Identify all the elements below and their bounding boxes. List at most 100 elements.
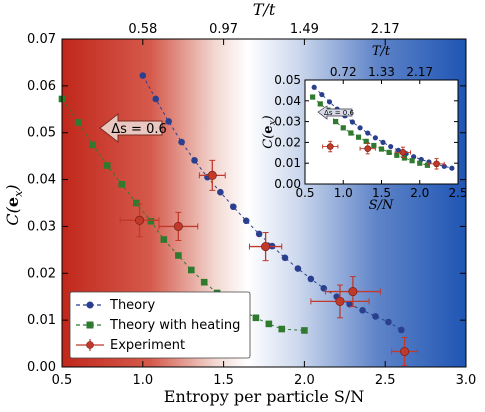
legend-marker-experiment [86,341,94,349]
main-experiment-point [348,287,358,297]
main-experiment-point [400,346,410,357]
main-theory-point [294,265,302,272]
main-theory-line [142,75,402,331]
inset-x-tick-label: 1.5 [372,186,391,200]
inset-theory-point [311,84,317,90]
legend-marker-theory [86,301,94,309]
inset-chart: 0.5 1.0 1.5 2.0 2.5 0.00 0.01 0.02 0.03 0.04 0.05 0… [261,44,468,213]
inset-theory-point [411,154,417,160]
inset-y-tick-label: 0.02 [274,135,301,149]
inset-theory-with-heating-point [378,146,385,152]
inset-x-tick-label: 2.0 [410,186,429,200]
delta-s-annotation: Δs = 0.6 [99,112,167,144]
main-theory-with-heating-point [301,327,308,334]
main-series-experiment [119,159,419,367]
main-theory-with-heating-point [118,180,126,188]
main-theory-with-heating-point [89,141,97,149]
inset-x-tick-label: 1.0 [334,186,353,200]
main-theory-point [372,313,379,320]
main-axes: 0.5 1.0 1.5 2.0 2.5 3.00.000.010.020.030.040.… [27,22,476,388]
main-theory-with-heating-point [160,236,168,243]
main-theory-with-heating-line [61,98,305,331]
main-theory-point [139,72,147,79]
inset-delta-s-arrow-icon [317,105,353,120]
main-theory-with-heating-point [187,266,195,274]
main-theory-with-heating-point [265,320,273,328]
main-theory-point [385,318,392,326]
main-y-tick-label: 0.02 [27,266,56,281]
main-theory-point [359,307,366,314]
main-theory-point [217,188,224,196]
main-experiment-point [207,170,217,180]
inset-theory-point [349,119,356,125]
main-theory-point [346,300,353,308]
inset-experiment-point [326,143,334,150]
inset-y-tick-label: 0.03 [274,115,301,129]
main-y-tick-label: 0.03 [27,219,56,234]
legend-label-theory: Theory [109,298,155,313]
main-experiment-point [335,296,345,306]
main-xlabel: Entropy per particle S/N [164,387,364,406]
inset-xlabel: S/N [369,198,394,213]
main-theory-point [307,275,315,283]
inset-series-layer [310,84,455,171]
inset-delta-s-label: Δs = 0.6 [324,109,354,117]
inset-top-tick-label: 1.33 [368,65,395,79]
inset-axes: 0.5 1.0 1.5 2.0 2.5 0.00 0.01 0.02 0.03 0.04 0.05 0… [274,65,467,200]
main-top-axis-label: T/t [253,0,276,19]
main-theory-point [165,118,172,125]
inset-top-tick-label: 0.72 [330,65,357,79]
inset-theory-with-heating-point [317,101,323,107]
inset-x-tick-label: 0.5 [295,186,314,200]
main-theory-point [229,203,237,211]
inset-theory-with-heating-point [424,162,430,168]
inset-theory-point [319,91,325,98]
main-x-tick-label: 2.5 [375,373,396,388]
main-y-tick-label: 0.00 [27,360,56,375]
legend: Theory Theory with heating Experiment [69,291,251,359]
main-top-tick-label: 2.17 [371,22,400,37]
delta-s-arrow-icon [99,112,163,144]
inset-theory-with-heating-point [340,125,346,131]
inset-y-tick-label: 0.00 [274,177,301,191]
main-theory-point [320,284,328,292]
main-x-tick-label: 0.5 [52,373,73,388]
inset-theory-point [441,163,447,169]
main-y-tick-label: 0.05 [27,126,56,141]
inset-theory-point [326,99,333,105]
main-theory-point [281,254,289,262]
inset-theory-point [357,125,363,131]
main-top-tick-label: 1.49 [290,22,319,37]
main-x-tick-label: 2.0 [294,373,315,388]
inset-experiment-point [399,149,407,156]
inset-series-experiment [322,140,445,170]
main-theory-point [191,157,198,164]
main-plot-frame [61,38,467,368]
main-experiment-point [135,215,145,225]
delta-s-label: Δs = 0.6 [111,122,167,137]
main-theory-point [398,326,405,334]
inset-theory-point [365,130,371,136]
inset-theory-with-heating-point [371,142,377,149]
legend-marker-theory-heating [86,321,94,329]
main-y-tick-label: 0.06 [27,79,56,94]
main-theory-point [178,138,185,146]
main-theory-with-heating-point [147,217,155,225]
inset-theory-with-heating-point [386,149,392,155]
main-experiment-point [173,221,183,231]
main-theory-point [255,230,263,238]
inset-theory-point [449,165,455,171]
inset-ylabel: C(ex) [261,115,278,148]
main-experiment-point [261,242,271,252]
inset-x-tick-label: 2.5 [448,186,467,200]
inset-theory-point [380,139,386,145]
legend-item-experiment: Experiment [76,338,185,353]
inset-delta-s-annotation: Δs = 0.6 [317,105,354,120]
main-theory-with-heating-point [74,119,82,126]
inset-theory-with-heating-point [310,94,316,100]
main-y-tick-label: 0.01 [27,313,56,328]
main-theory-with-heating-point [175,252,182,259]
inset-top-tick-label: 2.17 [406,65,433,79]
inset-theory-with-heating-point [417,160,423,166]
